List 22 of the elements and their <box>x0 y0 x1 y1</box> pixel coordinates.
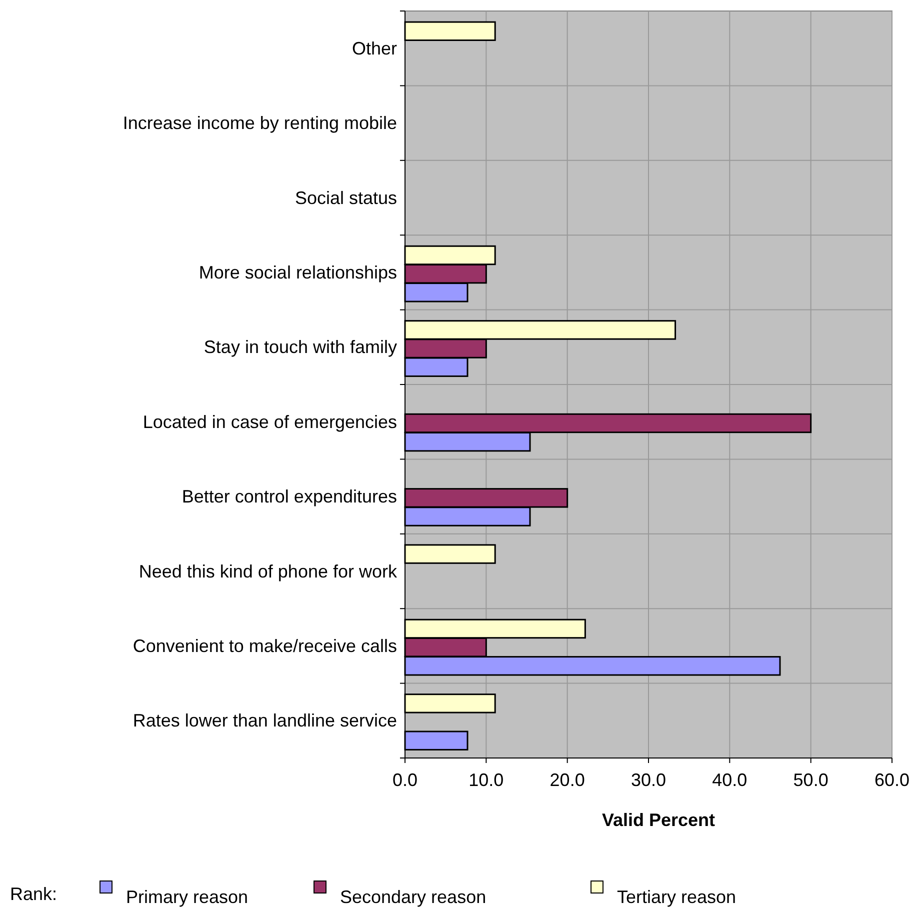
y-tick-label: Stay in touch with family <box>204 337 397 358</box>
x-tick-label: 60.0 <box>874 770 910 790</box>
y-tick-label: Located in case of emergencies <box>142 412 397 432</box>
y-tick-label: Social status <box>294 188 397 208</box>
x-tick-label: 20.0 <box>550 770 585 790</box>
x-tick-label: 30.0 <box>630 770 666 790</box>
y-tick-label: Other <box>352 38 397 58</box>
legend-label: Secondary reason <box>340 887 486 907</box>
y-tick-label: Rates lower than landline service <box>132 710 397 731</box>
x-axis-title: Valid Percent <box>602 810 716 830</box>
y-tick-label: Increase income by renting mobile <box>122 113 397 134</box>
y-tick-label: Better control expenditures <box>182 486 397 507</box>
y-tick-label: More social relationships <box>198 262 397 282</box>
x-tick-label: 0.0 <box>392 770 418 790</box>
y-tick-label: Convenient to make/receive calls <box>132 636 397 656</box>
x-tick-label: 10.0 <box>468 770 504 790</box>
x-tick-label: 40.0 <box>712 770 748 790</box>
legend-label: Primary reason <box>126 887 248 907</box>
x-tick-label: 50.0 <box>793 770 828 790</box>
legend-title: Rank: <box>10 884 58 904</box>
y-tick-label: Need this kind of phone for work <box>138 561 398 582</box>
legend-label: Tertiary reason <box>617 887 736 907</box>
